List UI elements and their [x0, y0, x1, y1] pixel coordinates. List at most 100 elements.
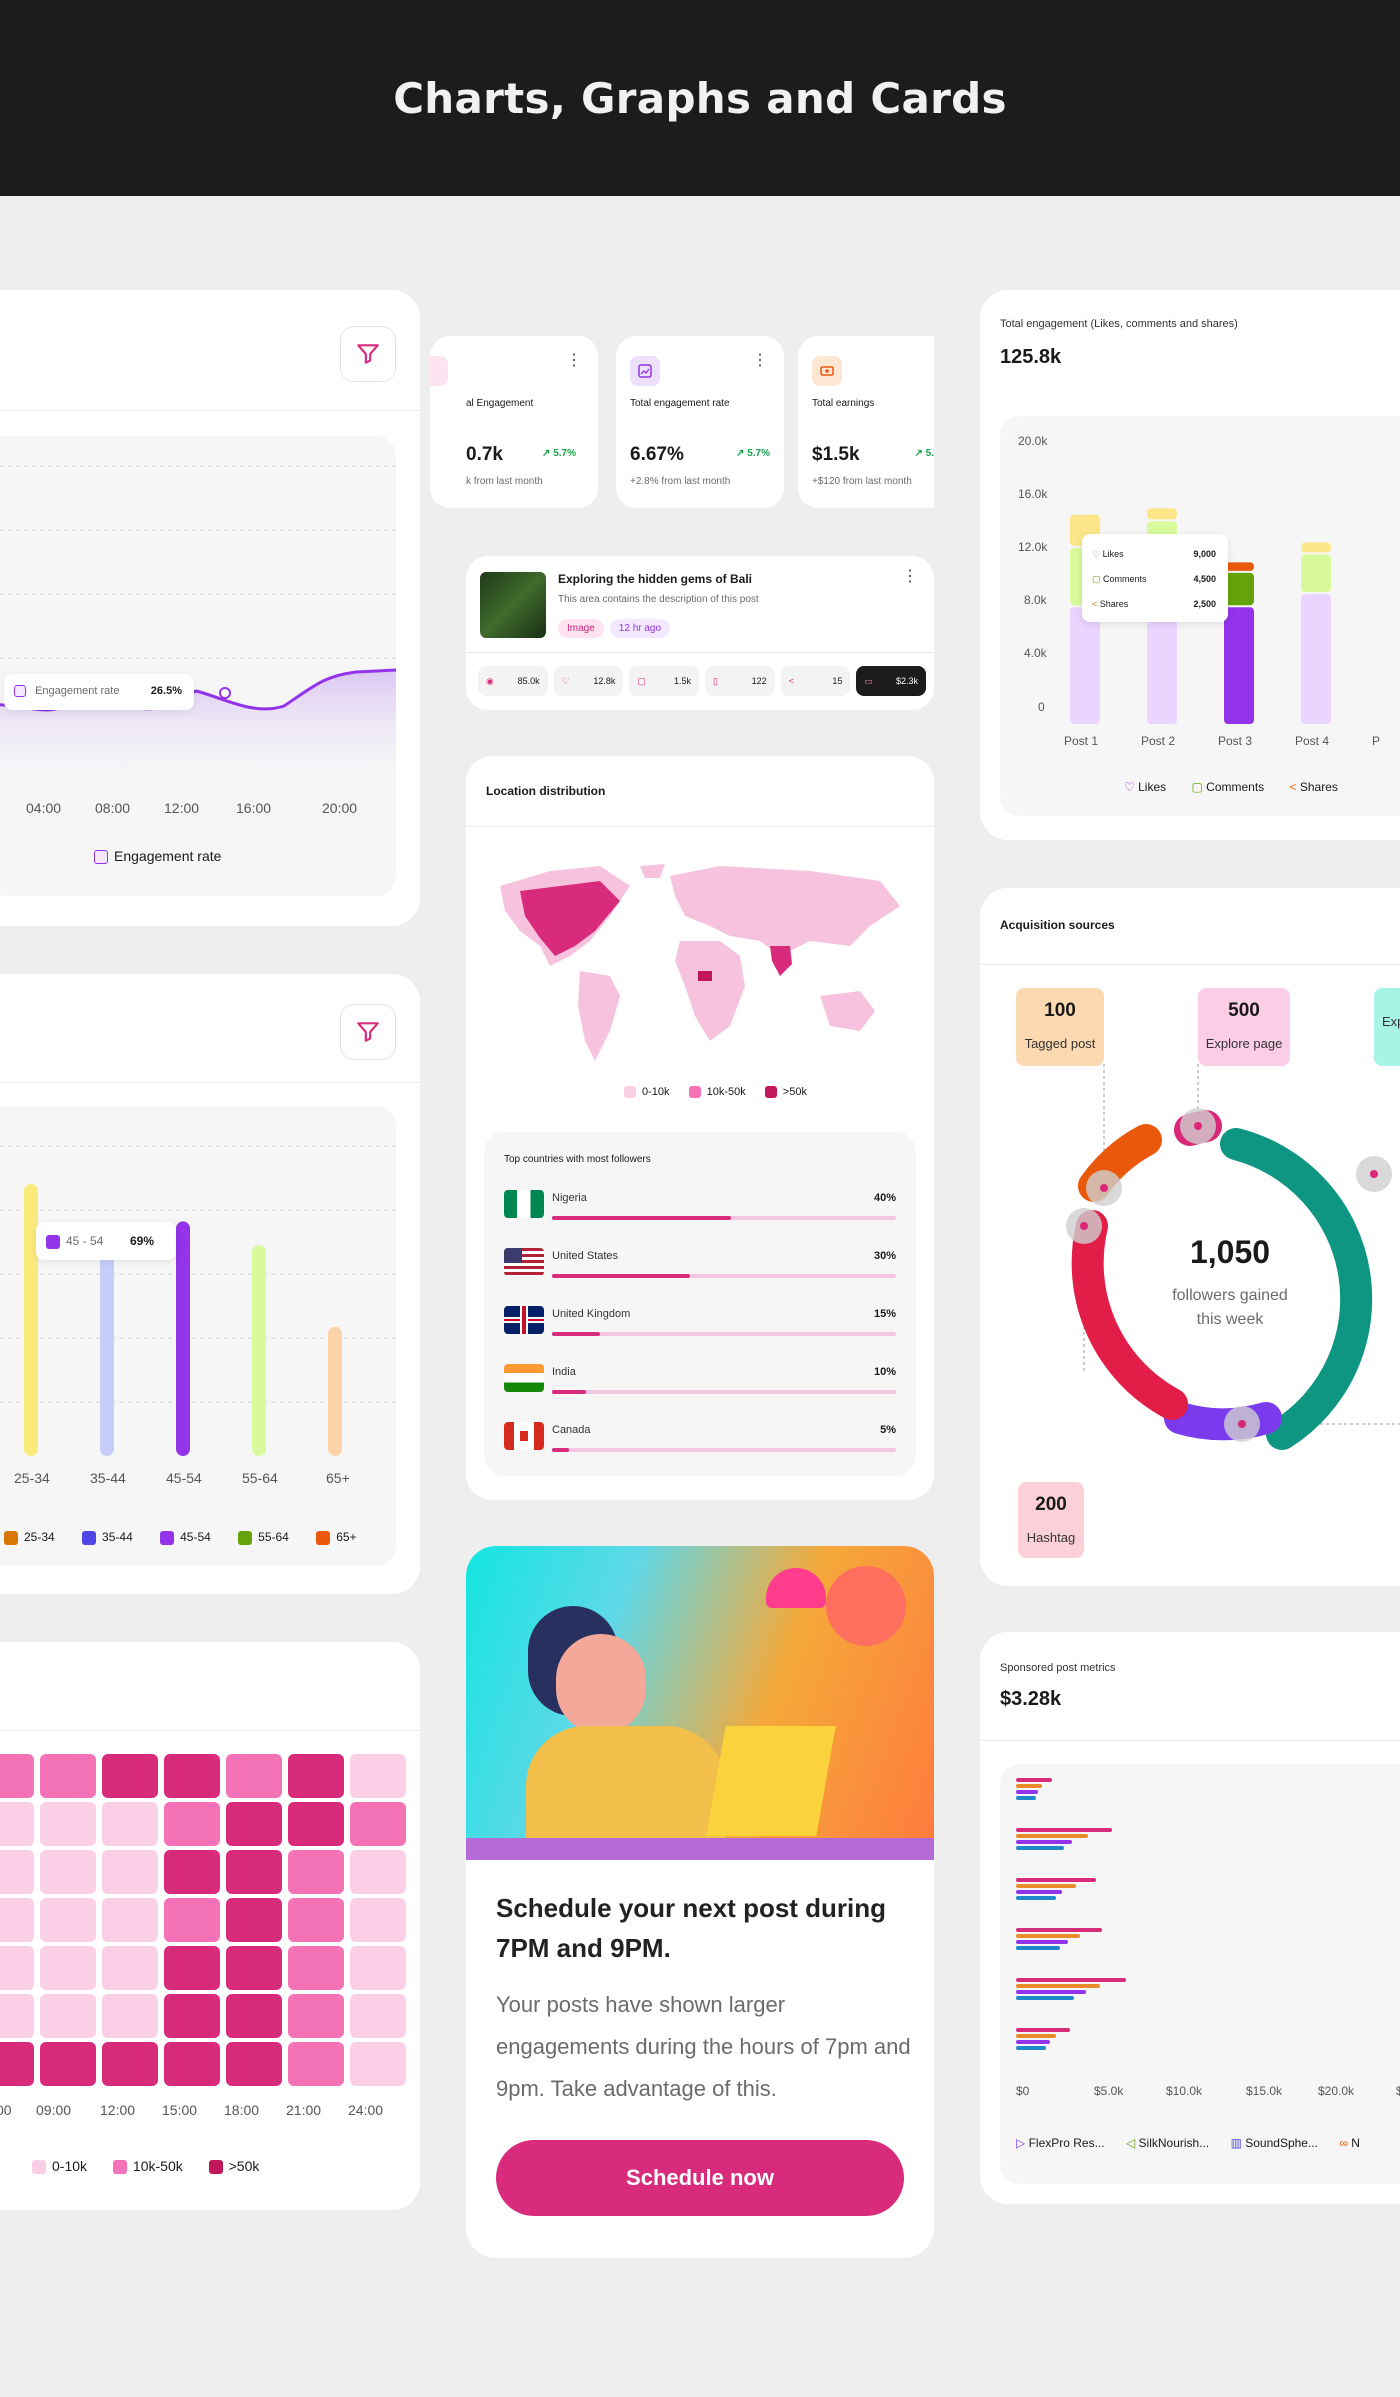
y-tick: 12.0k: [1018, 540, 1048, 554]
comments-metric: ▢ 1.5k: [629, 666, 700, 696]
legend-swatch: [316, 1530, 331, 1545]
tooltip-row: < Shares 2,500: [1092, 592, 1218, 617]
heatmap-cell: [350, 1898, 406, 1942]
post-title: Exploring the hidden gems of Bali: [558, 572, 753, 586]
top-countries-panel: Top countries with most followers Nigeri…: [484, 1132, 916, 1476]
tooltip-value: 2,500: [1193, 599, 1216, 609]
x-tick: 24:00: [348, 2102, 384, 2118]
country-bar: [552, 1390, 896, 1394]
heatmap-cell: [40, 1946, 96, 1990]
more-icon[interactable]: ⋮: [902, 568, 918, 585]
x-tick: 12:00: [164, 800, 200, 816]
heatmap-cell: [350, 2042, 406, 2086]
country-name: United Kingdom: [552, 1308, 631, 1320]
country-row: United Kingdom 15%: [504, 1306, 896, 1346]
stat-card-earnings: Total earnings $1.5k ↗ 5. +$120 from las…: [798, 336, 934, 508]
stat-change-value: 5.7%: [747, 448, 770, 459]
sponsored-bar: [1016, 2028, 1070, 2032]
source-badge-tagged: 100 Tagged post: [1016, 988, 1104, 1066]
more-icon[interactable]: ⋮: [566, 352, 582, 369]
sponsored-bar: [1016, 1828, 1112, 1832]
sponsored-bar: [1016, 2040, 1050, 2044]
heart-icon: ♡: [1092, 549, 1101, 559]
country-bar-fill: [552, 1216, 731, 1220]
filter-button[interactable]: [340, 1004, 396, 1060]
chart-icon: [14, 685, 26, 698]
sponsored-bar: [1016, 1778, 1052, 1782]
heatmap-cell: [288, 1994, 344, 2038]
heatmap-cell: [288, 1946, 344, 1990]
schedule-card: Schedule your next post during 7PM and 9…: [466, 1546, 934, 2258]
source-label: Tagged post: [1024, 1036, 1096, 1051]
filter-button[interactable]: [340, 326, 396, 382]
sponsored-bar: [1016, 1990, 1086, 1994]
building-icon: ▥: [1230, 2136, 1242, 2150]
heatmap-cell: [164, 1802, 220, 1846]
country-bar-fill: [552, 1332, 601, 1336]
source-label: Hashtag: [1026, 1530, 1076, 1545]
canada-flag-icon: [504, 1422, 544, 1450]
donut-center-value: 1,050: [1189, 1234, 1271, 1270]
stat-change-value: 5.: [925, 448, 934, 459]
map-legend: 0-10k 10k-50k >50k: [624, 1086, 807, 1099]
heatmap-cell: [288, 2042, 344, 2086]
stat-sub: +$120 from last month: [812, 476, 912, 487]
donut-center-label: followers gained this week: [1172, 1287, 1288, 1328]
total-engagement-subtitle: Total engagement (Likes, comments and sh…: [1000, 318, 1238, 330]
world-map: [500, 864, 900, 1061]
legend-label: 25-34: [24, 1530, 55, 1544]
sponsored-bar: [1016, 2046, 1046, 2050]
x-tick: P: [1372, 734, 1381, 748]
x-tick: 65+: [326, 1470, 350, 1486]
age-bar: [176, 1221, 190, 1456]
stat-label: Total earnings: [812, 398, 875, 409]
tooltip-label: 45 - 54: [66, 1234, 104, 1248]
x-tick: $15.0k: [1246, 2084, 1283, 2098]
heatmap-cell: [0, 1754, 34, 1798]
tag-chip: Image: [558, 619, 604, 638]
stacked-bar-segment: [1070, 607, 1100, 724]
sponsored-bar: [1016, 1928, 1102, 1932]
x-tick: 08:00: [95, 800, 131, 816]
heatmap-cell: [288, 1898, 344, 1942]
x-tick: Post 4: [1295, 734, 1330, 748]
post-description: This area contains the description of th…: [558, 594, 759, 605]
source-label: Exp: [1382, 1014, 1400, 1029]
heatmap-cell: [40, 1898, 96, 1942]
legend-label: 35-44: [102, 1530, 133, 1544]
x-tick: 00: [0, 2102, 12, 2118]
top-countries-title: Top countries with most followers: [504, 1154, 651, 1165]
heatmap-cell: [226, 1898, 282, 1942]
more-icon[interactable]: ⋮: [752, 352, 768, 369]
sponsored-bar: [1016, 1834, 1088, 1838]
location-card: Location distribution 0-10k 10k-50k >50k…: [466, 756, 934, 1500]
legend-label: Shares: [1299, 780, 1338, 794]
tooltip-label: Likes: [1102, 549, 1124, 559]
heatmap-cell: [0, 1850, 34, 1894]
money-icon: ▭: [864, 675, 873, 686]
heatmap-grid: [0, 1754, 406, 2094]
country-pct: 5%: [880, 1424, 896, 1436]
x-tick: $: [1396, 2084, 1400, 2098]
post-thumbnail: [480, 572, 546, 638]
schedule-now-button[interactable]: Schedule now: [496, 2140, 904, 2216]
sponsored-chart-area: $0 $5.0k $10.0k $15.0k $20.0k $ ▷ FlexPr…: [1000, 1764, 1400, 2184]
country-name: Nigeria: [552, 1192, 587, 1204]
heatmap-cell: [288, 1754, 344, 1798]
source-badge-explore: 500 Explore page: [1198, 988, 1290, 1066]
legend-label: SilkNourish...: [1138, 2136, 1210, 2150]
country-bar-fill: [552, 1274, 690, 1278]
acquisition-title: Acquisition sources: [1000, 918, 1115, 932]
legend-swatch: [160, 1530, 175, 1545]
sponsored-card: Sponsored post metrics $3.28k $0 $5.0k $…: [980, 1632, 1400, 2204]
tooltip-value: 9,000: [1193, 549, 1216, 559]
heatmap-cell: [0, 2042, 34, 2086]
share-icon: <: [1092, 599, 1098, 609]
megaphone-icon: ◁: [1125, 2136, 1136, 2150]
page-title: Charts, Graphs and Cards: [393, 73, 1007, 123]
stat-change: ↗ 5.7%: [736, 448, 770, 459]
legend-swatch: [32, 2160, 46, 2175]
total-engagement-value: 125.8k: [1000, 346, 1062, 368]
bookmark-icon: ▯: [713, 675, 718, 686]
post-card[interactable]: Exploring the hidden gems of Bali This a…: [466, 556, 934, 710]
